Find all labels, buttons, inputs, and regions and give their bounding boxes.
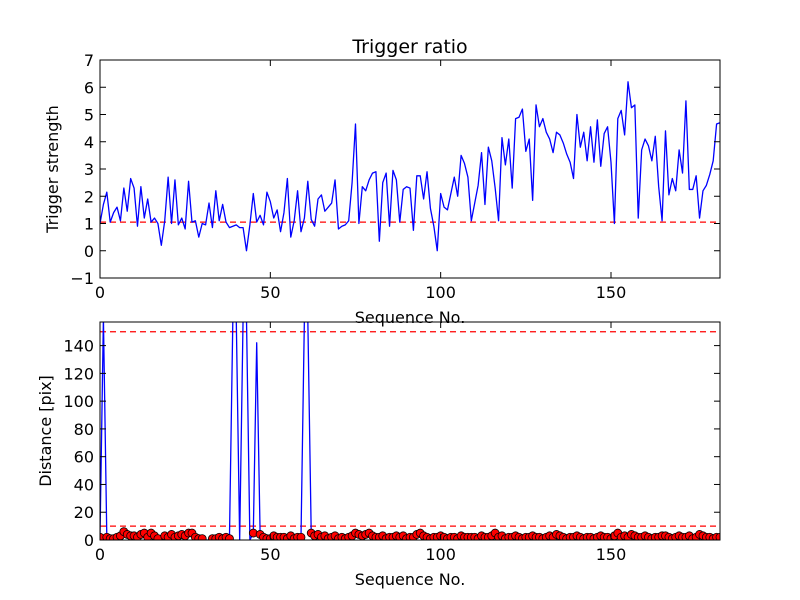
y-tick-label: 120	[63, 364, 94, 383]
chart-distance: Sequence No. Distance [pix] 0 50 100 150 0 20…	[36, 321, 721, 589]
y-tick-label: 40	[74, 475, 94, 494]
x-tick-label: 50	[260, 545, 280, 564]
y-tick-label: −1	[70, 269, 94, 288]
y-tick-label: 0	[84, 242, 94, 261]
y-axis-label: Trigger strength	[43, 105, 62, 234]
chart-title: Trigger ratio	[351, 36, 467, 58]
y-tick-label: 4	[84, 133, 94, 152]
data-point	[296, 532, 306, 540]
x-tick-label: 100	[425, 283, 456, 302]
y-tick-label: 6	[84, 78, 94, 97]
y-tick-label: 20	[74, 503, 94, 522]
x-axis-label: Sequence No.	[355, 308, 466, 327]
x-tick-label: 0	[95, 545, 105, 564]
x-tick-label: 50	[260, 283, 280, 302]
y-tick-label: 60	[74, 448, 94, 467]
y-tick-label: 7	[84, 51, 94, 70]
chart-trigger-ratio: Trigger ratio Sequence No. Trigger stren…	[43, 36, 721, 327]
y-tick-label: 2	[84, 187, 94, 206]
y-tick-label: 3	[84, 160, 94, 179]
x-tick-label: 100	[425, 545, 456, 564]
x-tick-label: 0	[95, 283, 105, 302]
data-point	[225, 534, 234, 540]
x-axis-label: Sequence No.	[355, 570, 466, 589]
y-tick-label: 140	[63, 337, 94, 356]
data-point	[197, 534, 207, 540]
y-tick-label: 80	[74, 420, 94, 439]
series-line	[100, 81, 720, 252]
axes-frame	[99, 321, 721, 541]
y-tick-label: 1	[84, 215, 94, 234]
x-tick-label: 150	[596, 283, 627, 302]
y-tick-label: 0	[84, 531, 94, 550]
data-point	[715, 532, 720, 540]
plot-area	[100, 81, 720, 252]
y-axis-label: Distance [pix]	[36, 375, 55, 487]
y-tick-label: 100	[63, 392, 94, 411]
x-tick-label: 150	[596, 545, 627, 564]
y-tick-label: 5	[84, 106, 94, 125]
